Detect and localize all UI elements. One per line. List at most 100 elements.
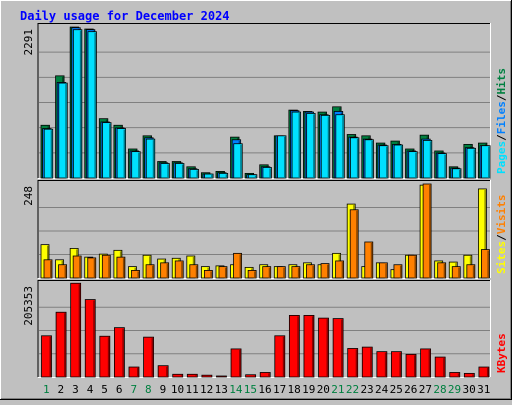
- y-max-tick-label: 248: [22, 186, 35, 206]
- day-19-bars: [303, 315, 315, 378]
- bar-visits: [466, 264, 476, 279]
- x-tick-label: 30: [463, 383, 476, 396]
- bar-pages: [481, 145, 491, 179]
- bar-pages: [189, 169, 199, 179]
- bar-pages: [320, 114, 331, 179]
- bar-pages: [87, 31, 97, 179]
- bar-kbytes: [216, 375, 227, 378]
- bar-pages: [72, 29, 83, 179]
- bar-visits: [101, 254, 111, 279]
- bar-kbytes: [376, 351, 388, 378]
- day-5-bars: [98, 118, 112, 179]
- bar-kbytes: [318, 317, 329, 378]
- legend-entry: /: [495, 134, 508, 141]
- day-11-bars: [186, 255, 199, 279]
- panel-3: 205353 KBytes: [18, 280, 508, 378]
- bar-pages: [306, 113, 316, 179]
- x-tick-label: 23: [360, 383, 373, 396]
- x-tick-label: 28: [433, 383, 446, 396]
- bar-pages: [58, 82, 68, 179]
- bar-pages: [408, 151, 418, 179]
- bar-visits: [437, 262, 447, 279]
- day-7-bars: [128, 266, 140, 279]
- bar-kbytes: [157, 365, 169, 378]
- bar-kbytes: [420, 348, 431, 378]
- bar-visits: [247, 270, 257, 279]
- day-17-bars: [274, 335, 286, 378]
- bar-pages: [204, 173, 214, 179]
- day-27-bars: [419, 183, 432, 279]
- x-tick-label: 7: [130, 383, 137, 396]
- series-legend: KBytes: [495, 333, 508, 373]
- day-15-bars: [245, 374, 257, 378]
- day-1-bars: [40, 244, 53, 279]
- x-axis-day-labels: 1 2 3 4 5 6 7 8 9 10 11 12 13 14 15 16 17 18 19 20 21 22 23 24 2…: [43, 383, 490, 396]
- y-max-tick-label: 205353: [22, 286, 35, 326]
- day-7-bars: [128, 366, 140, 378]
- bar-kbytes: [463, 372, 475, 378]
- legend-entry: Pages: [495, 141, 508, 174]
- day-8-bars: [142, 135, 156, 179]
- day-19-bars: [303, 111, 316, 179]
- day-22-bars: [346, 134, 360, 179]
- bar-kbytes: [259, 372, 271, 378]
- bar-visits: [189, 264, 199, 279]
- bar-visits: [145, 264, 155, 279]
- y-max-tick-label: 2291: [22, 29, 35, 56]
- day-23-bars: [361, 135, 374, 179]
- day-20-bars: [317, 111, 331, 179]
- day-21-bars: [332, 318, 344, 378]
- day-26-bars: [405, 353, 417, 378]
- day-24-bars: [375, 142, 389, 179]
- day-4-bars: [84, 256, 97, 279]
- bar-pages: [379, 145, 389, 179]
- x-tick-label: 20: [317, 383, 330, 396]
- day-7-bars: [128, 148, 141, 179]
- day-10-bars: [171, 161, 185, 179]
- day-17-bars: [273, 135, 287, 179]
- day-20-bars: [318, 317, 329, 378]
- panel-2: 248 Sites/Visits: [18, 180, 508, 279]
- chart-panels: 2291Pages/Files/Hits248Sites/Visits20535…: [18, 23, 508, 378]
- series-legend: Pages/Files/Hits: [495, 68, 508, 174]
- x-tick-label: 17: [273, 383, 286, 396]
- bar-kbytes: [405, 353, 417, 378]
- x-tick-label: 11: [185, 383, 198, 396]
- day-14-bars: [230, 252, 242, 279]
- x-tick-label: 1: [43, 383, 50, 396]
- day-1-bars: [41, 335, 52, 378]
- x-tick-label: 2: [58, 383, 65, 396]
- day-3-bars: [70, 282, 82, 378]
- legend-entry: /: [495, 94, 508, 101]
- bar-visits: [72, 255, 82, 279]
- day-27-bars: [419, 134, 433, 179]
- x-tick-label: 12: [200, 383, 213, 396]
- x-tick-label: 9: [160, 383, 167, 396]
- day-29-bars: [448, 261, 461, 279]
- x-tick-label: 3: [72, 383, 79, 396]
- bar-pages: [102, 122, 112, 179]
- x-tick-label: 22: [346, 383, 359, 396]
- legend-entry: Visits: [495, 195, 508, 235]
- panel-1: 2291 Pages/Files/Hits: [18, 23, 508, 179]
- day-6-bars: [113, 124, 127, 179]
- bar-pages: [160, 163, 170, 179]
- bar-visits: [422, 183, 432, 279]
- bar-pages: [247, 174, 258, 179]
- bar-pages: [145, 138, 156, 179]
- day-28-bars: [434, 150, 447, 179]
- x-tick-label: 27: [419, 383, 432, 396]
- bar-visits: [58, 264, 67, 279]
- day-21-bars: [332, 252, 345, 279]
- day-3-bars: [69, 26, 83, 179]
- bar-kbytes: [347, 348, 359, 378]
- bar-pages: [277, 135, 287, 179]
- day-5-bars: [99, 335, 111, 378]
- day-1-bars: [40, 124, 54, 179]
- bar-pages: [393, 144, 404, 179]
- day-26-bars: [405, 254, 417, 279]
- bar-pages: [131, 151, 141, 179]
- day-8-bars: [142, 254, 155, 279]
- day-23-bars: [361, 241, 374, 279]
